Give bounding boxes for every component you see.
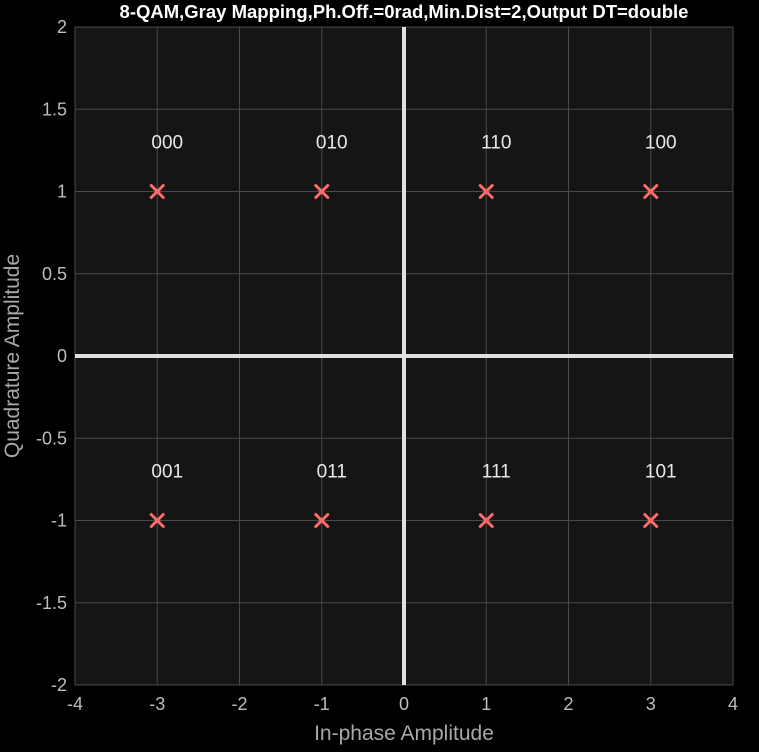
x-axis-label: In-phase Amplitude xyxy=(314,722,494,745)
constellation-point xyxy=(314,513,330,528)
x-tick-labels: -4 -3 -2 -1 0 1 2 3 4 xyxy=(67,694,738,714)
marker-stroke xyxy=(314,184,330,199)
x-tick-label: 0 xyxy=(399,694,409,714)
point-label: 010 xyxy=(316,133,348,154)
marker-stroke xyxy=(149,513,165,528)
marker-stroke xyxy=(478,513,494,528)
constellation-point xyxy=(643,513,659,528)
y-tick-label: 0 xyxy=(57,346,67,366)
point-labels: 000 010 110 100 001 011 111 101 xyxy=(151,133,676,483)
y-tick-label: 2 xyxy=(57,17,67,37)
x-tick-label: -4 xyxy=(67,694,83,714)
point-label: 111 xyxy=(482,462,511,483)
point-label: 001 xyxy=(151,462,183,483)
x-tick-label: -2 xyxy=(231,694,247,714)
y-tick-label: -2 xyxy=(51,675,67,695)
zero-axis-lines xyxy=(75,27,733,685)
x-tick-label: 2 xyxy=(563,694,573,714)
constellation-point xyxy=(149,513,165,528)
y-tick-label: -1 xyxy=(51,511,67,531)
marker-stroke xyxy=(149,184,165,199)
y-tick-label: 1.5 xyxy=(42,99,67,119)
chart-title: 8-QAM,Gray Mapping,Ph.Off.=0rad,Min.Dist… xyxy=(120,1,689,22)
constellation-point xyxy=(478,513,494,528)
constellation-point xyxy=(149,184,165,199)
y-tick-label: 1 xyxy=(57,182,67,202)
marker-stroke xyxy=(643,184,659,199)
constellation-point xyxy=(314,184,330,199)
marker-stroke xyxy=(478,184,494,199)
y-tick-labels: -2 -1.5 -1 -0.5 0 0.5 1 1.5 2 xyxy=(36,17,67,695)
x-tick-label: -3 xyxy=(149,694,165,714)
x-tick-label: -1 xyxy=(314,694,330,714)
x-tick-label: 1 xyxy=(481,694,491,714)
constellation-point xyxy=(478,184,494,199)
point-label: 000 xyxy=(151,133,183,154)
marker-stroke xyxy=(643,513,659,528)
y-tick-label: -1.5 xyxy=(36,593,67,613)
y-axis-label: Quadrature Amplitude xyxy=(1,254,24,458)
point-label: 101 xyxy=(645,462,677,483)
y-tick-label: 0.5 xyxy=(42,264,67,284)
x-tick-label: 4 xyxy=(728,694,738,714)
x-tick-label: 3 xyxy=(646,694,656,714)
point-label: 011 xyxy=(317,462,347,483)
y-tick-label: -0.5 xyxy=(36,428,67,448)
point-label: 100 xyxy=(645,133,677,154)
marker-stroke xyxy=(314,513,330,528)
constellation-points xyxy=(149,184,659,528)
constellation-point xyxy=(643,184,659,199)
point-label: 110 xyxy=(481,133,511,154)
